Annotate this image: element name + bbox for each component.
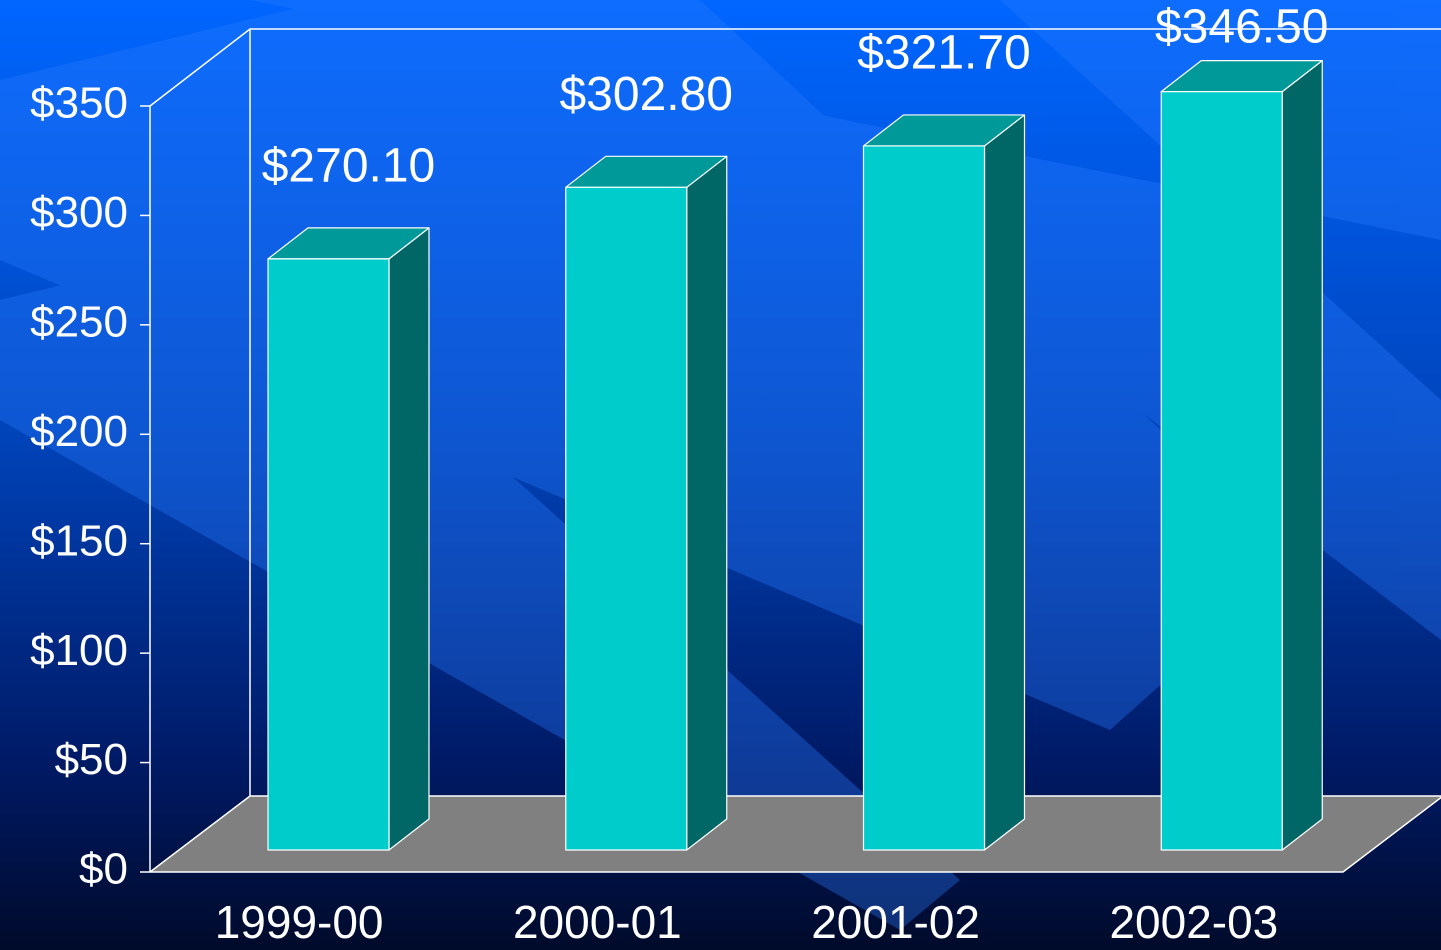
value-label: $346.50 <box>1155 1 1329 54</box>
value-label: $270.10 <box>262 140 436 193</box>
y-tick-label: $250 <box>30 297 128 346</box>
y-tick-label: $100 <box>30 626 128 675</box>
wall-edge <box>149 28 1441 107</box>
floor-edge <box>150 796 1441 873</box>
bar-side <box>388 227 430 851</box>
y-tick-label: $150 <box>30 516 128 565</box>
bar <box>267 258 390 851</box>
floor <box>150 796 1441 872</box>
bar <box>862 145 986 851</box>
x-tick-label: 1999-00 <box>215 896 384 948</box>
bar-side <box>1281 60 1323 851</box>
floor-edge <box>149 795 1441 873</box>
x-tick-label: 2001-02 <box>811 896 980 948</box>
value-label: $302.80 <box>559 68 733 121</box>
value-label: $321.70 <box>857 27 1031 80</box>
x-tick-label: 2002-03 <box>1109 896 1278 948</box>
x-tick-label: 2000-01 <box>513 896 682 948</box>
y-tick-label: $50 <box>55 735 128 784</box>
bar-side <box>983 114 1026 851</box>
bar <box>1160 91 1283 851</box>
y-tick-label: $0 <box>79 845 128 894</box>
bar-side <box>686 155 728 851</box>
bar <box>565 186 688 851</box>
y-tick-label: $300 <box>30 188 128 237</box>
y-tick-label: $200 <box>30 407 128 456</box>
y-tick-label: $350 <box>30 79 128 128</box>
